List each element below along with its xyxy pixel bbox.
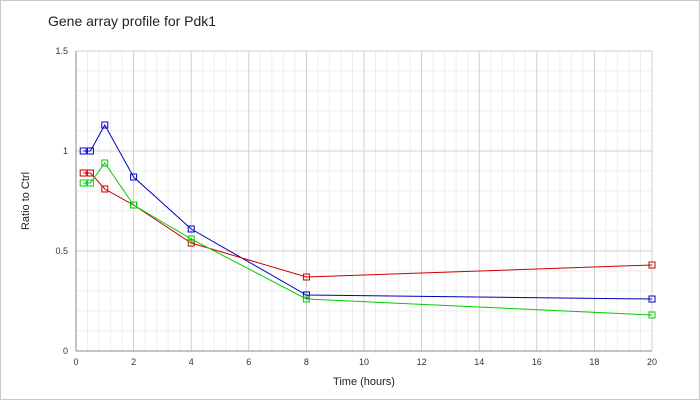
data-point-marker (648, 311, 656, 319)
data-point-marker (101, 185, 109, 193)
y-tick-label: 0 (63, 346, 68, 356)
data-point-marker (79, 179, 87, 187)
data-point-marker (86, 147, 94, 155)
x-tick-label: 12 (417, 357, 427, 367)
data-point-marker (302, 273, 310, 281)
data-point-marker (79, 147, 87, 155)
x-tick-label: 8 (304, 357, 309, 367)
data-point-marker (86, 179, 94, 187)
y-tick-label: 0.5 (55, 246, 68, 256)
x-tick-label: 4 (189, 357, 194, 367)
data-point-marker (187, 235, 195, 243)
y-tick-label: 1.5 (55, 46, 68, 56)
data-point-marker (101, 121, 109, 129)
data-point-marker (187, 239, 195, 247)
x-tick-label: 10 (359, 357, 369, 367)
x-tick-label: 0 (73, 357, 78, 367)
data-point-marker (130, 201, 138, 209)
data-point-marker (302, 295, 310, 303)
x-tick-label: 18 (589, 357, 599, 367)
y-axis-label: Ratio to Ctrl (20, 172, 32, 230)
x-tick-label: 2 (131, 357, 136, 367)
series-layer (79, 121, 656, 319)
x-tick-label: 14 (474, 357, 484, 367)
data-point-marker (302, 291, 310, 299)
data-point-marker (79, 169, 87, 177)
y-tick-label: 1 (63, 146, 68, 156)
series-line (83, 123, 653, 300)
data-point-marker (648, 261, 656, 269)
data-point-marker (648, 295, 656, 303)
x-tick-labels: 0 2 4 6 8 10 12 14 16 18 20 (73, 357, 657, 367)
x-tick-label: 20 (647, 357, 657, 367)
chart-title: Gene array profile for Pdk1 (48, 13, 216, 29)
data-point-marker (187, 225, 195, 233)
major-grid (76, 50, 653, 351)
series-3 (79, 159, 656, 319)
data-point-marker (130, 173, 138, 181)
series-1 (79, 121, 656, 303)
y-tick-labels: 0 0.5 1 1.5 (55, 46, 68, 356)
x-tick-label: 16 (532, 357, 542, 367)
series-line (83, 162, 653, 316)
data-point-marker (101, 159, 109, 167)
x-tick-label: 6 (246, 357, 251, 367)
x-axis-label: Time (hours) (333, 376, 395, 388)
data-point-marker (86, 169, 94, 177)
